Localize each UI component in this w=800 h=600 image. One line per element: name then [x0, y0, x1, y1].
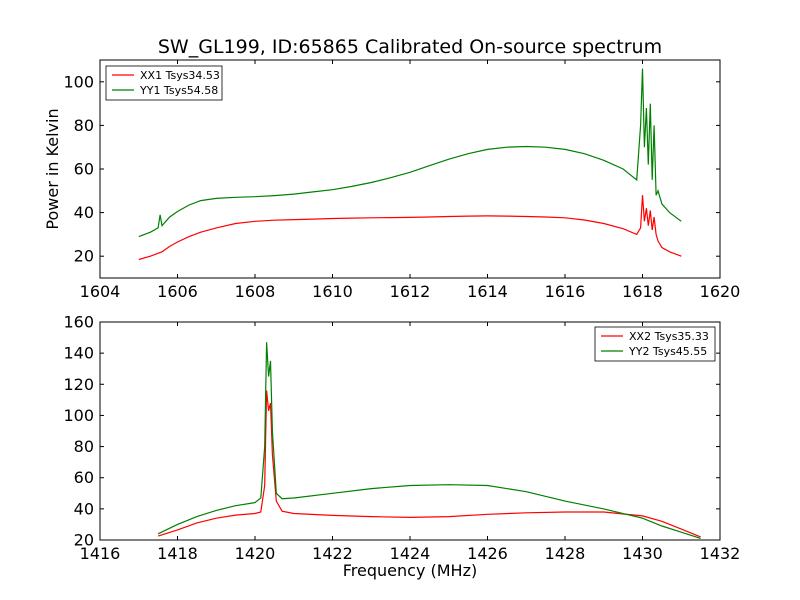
y-tick-label: 80	[74, 116, 94, 135]
x-tick-label: 1418	[157, 544, 198, 563]
x-tick-label: 1428	[545, 544, 586, 563]
y-tick-label: 40	[74, 499, 94, 518]
legend-box	[594, 326, 716, 362]
legend-label: XX2 Tsys35.33	[629, 330, 709, 343]
x-tick-label: 1426	[467, 544, 508, 563]
series-line-2	[157, 342, 701, 539]
x-tick-label: 1616	[545, 282, 586, 301]
x-tick-label: 1610	[312, 282, 353, 301]
x-tick-label: 1420	[235, 544, 276, 563]
chart-title: SW_GL199, ID:65865 Calibrated On-source …	[158, 36, 662, 58]
y-tick-label: 140	[63, 344, 94, 363]
x-tick-label: 1424	[390, 544, 431, 563]
series-line-1	[138, 195, 682, 261]
x-tick-label: 1422	[312, 544, 353, 563]
y-tick-label: 160	[63, 313, 94, 332]
x-tick-label: 1608	[235, 282, 276, 301]
x-tick-label: 1416	[80, 544, 121, 563]
y-tick-label: 60	[74, 160, 94, 179]
x-tick-label: 1620	[700, 282, 741, 301]
y-tick-label: 120	[63, 375, 94, 394]
legend-label: XX1 Tsys34.53	[140, 69, 220, 82]
legend: XX1 Tsys34.53 YY1 Tsys54.58	[105, 65, 223, 101]
y-tick-label: 100	[63, 72, 94, 91]
series-line-2	[138, 68, 682, 238]
legend-box	[105, 65, 223, 101]
y-tick-label: 60	[74, 468, 94, 487]
legend-label: YY1 Tsys54.58	[139, 84, 218, 97]
series-line-1	[157, 390, 701, 538]
y-axis-label: Power in Kelvin	[43, 108, 62, 229]
y-tick-label: 80	[74, 437, 94, 456]
x-tick-label: 1612	[390, 282, 431, 301]
chart-1: 1604 1606 1608 1610 1612 1614 1616 1618 1620 20 40…	[63, 59, 741, 301]
x-tick-label: 1606	[157, 282, 198, 301]
legend-label: YY2 Tsys45.55	[628, 345, 707, 358]
chart-2: 1416 1418 1420 1422 1424 1426 1428 1430 1432 20 40…	[63, 313, 740, 564]
y-tick-label: 40	[74, 203, 94, 222]
x-tick-label: 1614	[467, 282, 508, 301]
y-tick-label: 20	[74, 247, 94, 266]
x-tick-label: 1604	[80, 282, 121, 301]
x-tick-label: 1430	[622, 544, 663, 563]
legend: XX2 Tsys35.33 YY2 Tsys45.55	[594, 326, 716, 362]
x-axis-label: Frequency (MHz)	[343, 561, 477, 580]
x-tick-label: 1618	[622, 282, 663, 301]
x-tick-label: 1432	[700, 544, 741, 563]
y-tick-label: 100	[63, 406, 94, 425]
plots-layer: 1604 1606 1608 1610 1612 1614 1616 1618 1620 20 40…	[63, 59, 741, 564]
y-tick-label: 20	[74, 531, 94, 550]
